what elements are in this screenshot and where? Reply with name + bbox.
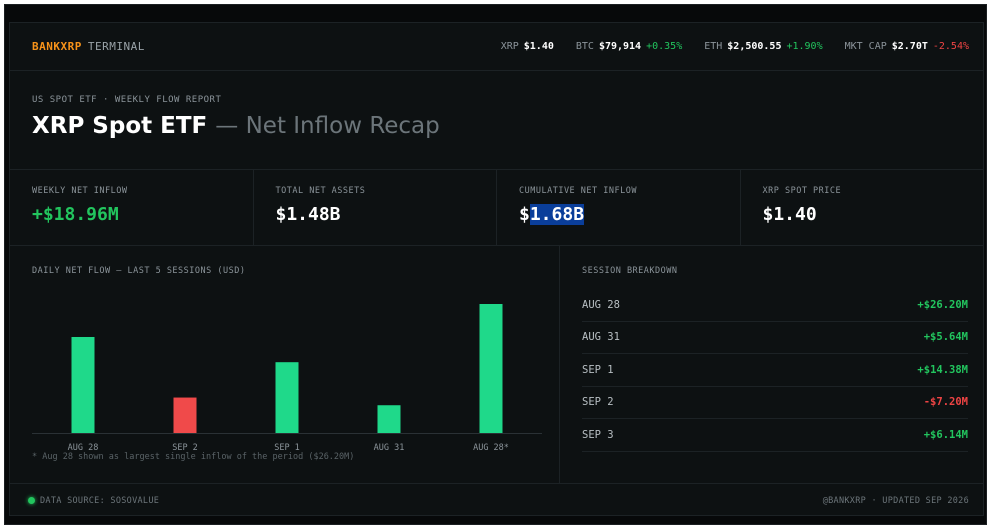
breakdown-value: +$26.20M	[917, 298, 968, 311]
breakdown-value: -$7.20M	[923, 396, 968, 409]
ticker-symbol: MKT CAP	[844, 41, 887, 52]
ticker-list: XRP $1.40 BTC $79,914 +0.35% ETH $2,500.…	[501, 41, 969, 52]
stat-value[interactable]: $1.68B	[519, 204, 718, 225]
breakdown-row[interactable]: AUG 28 +$26.20M	[582, 289, 968, 322]
stat-label: CUMULATIVE NET INFLOW	[519, 186, 637, 196]
stat-label: TOTAL NET ASSETS	[275, 186, 366, 196]
stat-cumulative-net-inflow: CUMULATIVE NET INFLOW $1.68B	[497, 170, 741, 245]
stat-total-net-assets: TOTAL NET ASSETS $1.48B	[254, 170, 497, 245]
brand-suffix: TERMINAL	[87, 40, 145, 53]
ticker-price: $79,914	[598, 41, 642, 52]
x-tick-label: AUG 28	[68, 443, 99, 453]
x-tick-label: AUG 28*	[473, 443, 509, 453]
ticker-btc[interactable]: BTC $79,914 +0.35%	[576, 41, 682, 52]
data-source: DATA SOURCE: SOSOVALUE	[28, 496, 159, 506]
chart-bar[interactable]	[275, 362, 299, 433]
data-source-label: DATA SOURCE: SOSOVALUE	[40, 495, 160, 506]
ticker-change: +1.90%	[786, 41, 823, 52]
bar-chart: AUG 28 SEP 2 SEP 1 AUG 31 AUG 28*	[32, 304, 542, 453]
stat-value-prefix: $	[519, 204, 530, 225]
chart-bar[interactable]	[479, 304, 503, 433]
chart-title: DAILY NET FLOW — LAST 5 SESSIONS (USD)	[32, 266, 246, 276]
title-main: XRP Spot ETF	[32, 113, 208, 139]
stat-value: $1.48B	[275, 204, 341, 225]
stat-value: $1.40	[762, 204, 817, 225]
breakdown-date: SEP 3	[582, 428, 614, 441]
report-eyebrow: US SPOT ETF · WEEKLY FLOW REPORT	[32, 95, 222, 105]
chart-footnote: * Aug 28 shown as largest single inflow …	[32, 452, 355, 462]
ticker-symbol: BTC	[575, 41, 594, 52]
ticker-symbol: ETH	[704, 41, 723, 52]
brand-logo: BANKXRP TERMINAL	[32, 40, 145, 53]
chart-bar[interactable]	[377, 405, 401, 433]
daily-flow-chart: DAILY NET FLOW — LAST 5 SESSIONS (USD) A…	[10, 246, 560, 483]
breakdown-date: AUG 28	[582, 298, 620, 311]
breakdown-row[interactable]: SEP 3 +$6.14M	[582, 419, 968, 452]
breakdown-row[interactable]: SEP 1 +$14.38M	[582, 354, 968, 387]
terminal-panel: BANKXRP TERMINAL XRP $1.40 BTC $79,914 +0…	[9, 22, 984, 516]
ticker-change: -2.54%	[932, 41, 969, 52]
footer: DATA SOURCE: SOSOVALUE @BANKXRP · UPDATE…	[10, 483, 983, 517]
page-title: XRP Spot ETF — Net Inflow Recap	[32, 113, 440, 139]
ticker-price: $2,500.55	[727, 41, 782, 52]
report-heading: US SPOT ETF · WEEKLY FLOW REPORT XRP Spo…	[32, 95, 440, 139]
stat-value: +$18.96M	[32, 204, 119, 225]
ticker-price: $2.70T	[891, 41, 928, 52]
brand-name: BANKXRP	[32, 40, 82, 53]
breakdown-date: AUG 31	[582, 331, 620, 344]
stat-label: XRP SPOT PRICE	[762, 186, 842, 196]
ticker-eth[interactable]: ETH $2,500.55 +1.90%	[704, 41, 822, 52]
ticker-symbol: XRP	[500, 41, 519, 52]
breakdown-row[interactable]: SEP 2 -$7.20M	[582, 387, 968, 419]
breakdown-title: SESSION BREAKDOWN	[582, 266, 678, 276]
breakdown-row[interactable]: AUG 31 +$5.64M	[582, 322, 968, 354]
selected-text[interactable]: 1.68B	[529, 204, 585, 225]
stats-row: WEEKLY NET INFLOW +$18.96M TOTAL NET ASS…	[10, 169, 983, 246]
breakdown-value: +$5.64M	[923, 331, 968, 344]
breakdown-list: AUG 28 +$26.20M AUG 31 +$5.64M SEP 1 +$14.38M…	[582, 289, 968, 452]
app-frame: BANKXRP TERMINAL XRP $1.40 BTC $79,914 +0…	[4, 4, 987, 525]
ticker-change: +0.35%	[646, 41, 683, 52]
footer-credit: @BANKXRP · UPDATED SEP 2026	[822, 495, 969, 506]
breakdown-date: SEP 2	[582, 396, 614, 409]
x-tick-label: SEP 1	[274, 443, 300, 453]
stat-xrp-spot-price: XRP SPOT PRICE $1.40	[741, 170, 984, 245]
x-tick-label: AUG 31	[374, 443, 405, 453]
chart-bar[interactable]	[173, 397, 197, 433]
ticker-market-cap[interactable]: MKT CAP $2.70T -2.54%	[845, 41, 969, 52]
live-dot-icon	[28, 497, 35, 504]
ticker-xrp[interactable]: XRP $1.40	[501, 41, 554, 52]
stat-weekly-net-inflow: WEEKLY NET INFLOW +$18.96M	[10, 170, 254, 245]
chart-bar[interactable]	[71, 336, 95, 433]
breakdown-date: SEP 1	[582, 363, 614, 376]
x-tick-label: SEP 2	[172, 443, 198, 453]
title-subtitle: — Net Inflow Recap	[215, 113, 440, 139]
stat-label: WEEKLY NET INFLOW	[32, 186, 128, 196]
breakdown-value: +$14.38M	[917, 363, 968, 376]
breakdown-value: +$6.14M	[923, 428, 968, 441]
session-breakdown: SESSION BREAKDOWN AUG 28 +$26.20M AUG 31 +$…	[582, 246, 968, 483]
ticker-bar: BANKXRP TERMINAL XRP $1.40 BTC $79,914 +0…	[10, 23, 983, 71]
ticker-price: $1.40	[523, 41, 554, 52]
